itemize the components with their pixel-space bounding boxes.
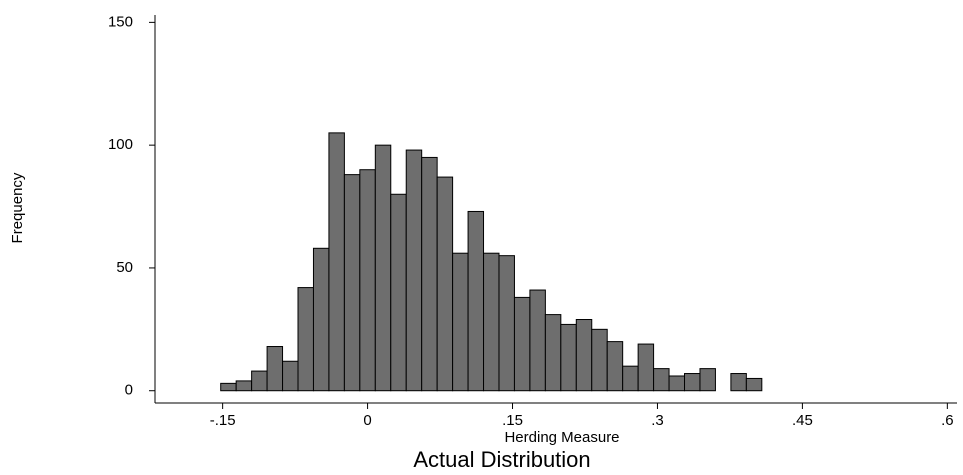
chart-title: Actual Distribution xyxy=(413,447,590,472)
x-tick-label: .6 xyxy=(941,412,954,429)
y-tick-label: 50 xyxy=(116,259,133,276)
bar xyxy=(622,365,639,392)
bar xyxy=(282,360,299,392)
x-tick-label: .45 xyxy=(792,412,813,429)
bar xyxy=(498,255,515,392)
y-tick-label: 100 xyxy=(108,136,133,153)
bar xyxy=(637,343,655,392)
x-tick-label: .3 xyxy=(651,412,664,429)
bar xyxy=(467,210,485,392)
x-tick-label: -.15 xyxy=(210,412,236,429)
bar xyxy=(483,252,500,392)
y-axis-label: Frequency xyxy=(9,172,26,243)
bar xyxy=(668,375,686,392)
bar xyxy=(312,247,330,392)
bar xyxy=(452,252,469,392)
bar xyxy=(328,132,345,392)
x-tick-label: .15 xyxy=(502,412,523,429)
bar xyxy=(730,373,747,392)
bar xyxy=(513,296,531,392)
x-tick-label: 0 xyxy=(363,412,371,429)
bar xyxy=(266,346,284,392)
bar xyxy=(220,382,237,392)
bar xyxy=(421,156,438,392)
bar xyxy=(745,377,763,392)
bar xyxy=(653,368,670,392)
bar xyxy=(529,289,546,392)
bar xyxy=(235,380,253,392)
y-tick-label: 0 xyxy=(125,382,133,399)
y-tick-label: 150 xyxy=(108,13,133,30)
bar xyxy=(390,193,407,392)
bar xyxy=(405,149,423,392)
bar xyxy=(436,176,454,392)
bar xyxy=(544,314,562,392)
bar xyxy=(684,373,701,392)
bar xyxy=(606,341,624,392)
bar xyxy=(591,328,608,392)
bar xyxy=(297,287,314,392)
x-axis-label: Herding Measure xyxy=(504,429,619,446)
bar xyxy=(359,169,376,392)
bar xyxy=(343,174,361,392)
bar xyxy=(699,368,716,392)
bar xyxy=(575,319,593,392)
bar xyxy=(374,144,392,392)
bar xyxy=(560,323,577,392)
bar xyxy=(251,370,268,392)
